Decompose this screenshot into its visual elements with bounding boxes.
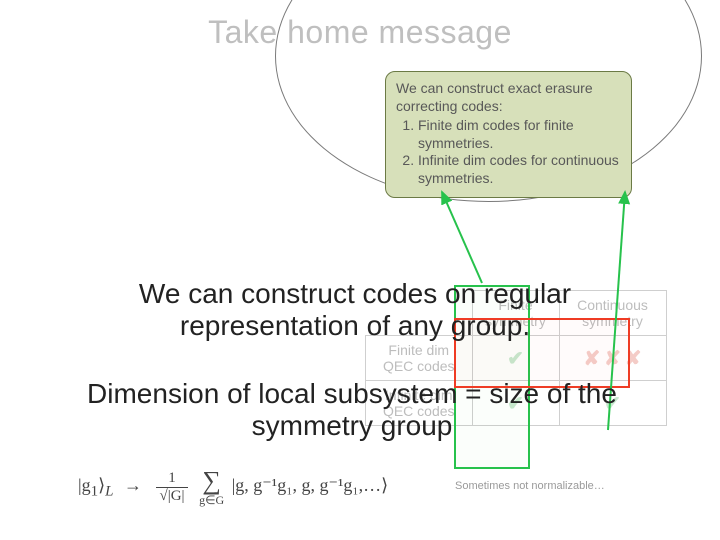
callout-list: Finite dim codes for finite symmetries. … <box>396 117 621 187</box>
page-title: Take home message <box>0 14 720 51</box>
callout-lead: We can construct exact erasure correctin… <box>396 80 621 115</box>
statement-dimension: Dimension of local subsystem = size of t… <box>72 378 632 442</box>
formula-fraction: 1 √|G| <box>156 471 187 504</box>
callout-box: We can construct exact erasure correctin… <box>385 71 632 198</box>
footnote-normalizable: Sometimes not normalizable… <box>455 480 605 492</box>
slide-root: Take home message We can construct exact… <box>0 0 720 540</box>
statement-regular-rep: We can construct codes on regular repres… <box>60 278 650 342</box>
encoding-formula: |g1⟩L → 1 √|G| ∑ g∈G |g, g⁻¹g₁, g, g⁻¹g₁… <box>78 468 388 506</box>
formula-rhs: |g, g⁻¹g₁, g, g⁻¹g₁,…⟩ <box>232 475 388 495</box>
formula-arrow: → <box>124 475 142 495</box>
formula-lhs: |g1⟩L <box>78 475 118 495</box>
callout-item-2: Infinite dim codes for continuous symmet… <box>418 152 621 187</box>
callout-item-1: Finite dim codes for finite symmetries. <box>418 117 621 152</box>
formula-sum: ∑ g∈G <box>199 468 224 506</box>
